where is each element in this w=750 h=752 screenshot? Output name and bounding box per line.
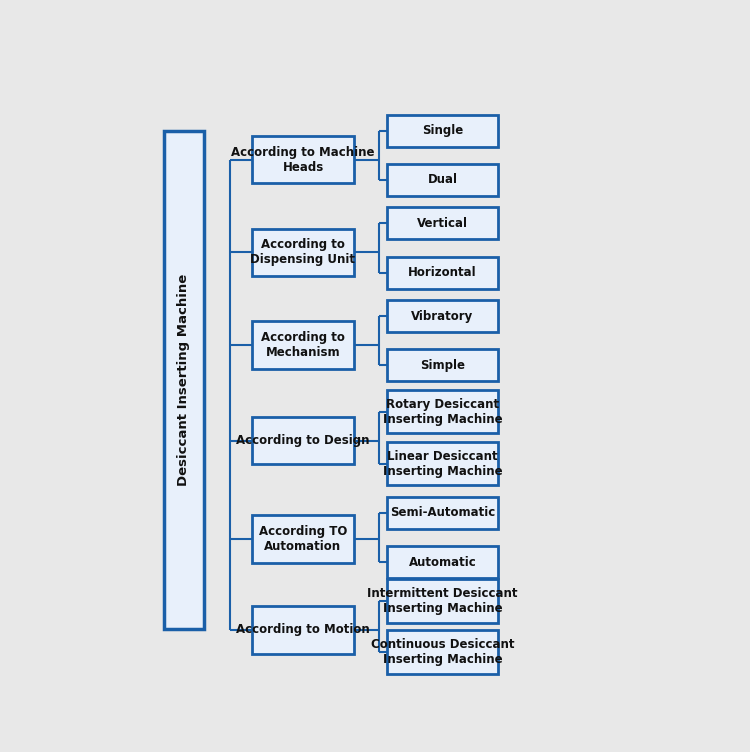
FancyBboxPatch shape [387,164,498,196]
FancyBboxPatch shape [387,208,498,239]
FancyBboxPatch shape [387,300,498,332]
Text: Horizontal: Horizontal [408,266,477,279]
Text: Vibratory: Vibratory [411,310,474,323]
Text: Dual: Dual [427,174,458,186]
Text: Automatic: Automatic [409,556,476,569]
FancyBboxPatch shape [387,390,498,433]
FancyBboxPatch shape [252,417,354,464]
FancyBboxPatch shape [387,497,498,529]
FancyBboxPatch shape [252,515,354,562]
Text: According to Design: According to Design [236,434,370,447]
FancyBboxPatch shape [387,256,498,289]
FancyBboxPatch shape [387,579,498,623]
FancyBboxPatch shape [252,229,354,276]
FancyBboxPatch shape [387,546,498,578]
FancyBboxPatch shape [252,321,354,368]
Text: Rotary Desiccant
Inserting Machine: Rotary Desiccant Inserting Machine [382,398,502,426]
FancyBboxPatch shape [387,442,498,486]
FancyBboxPatch shape [387,630,498,674]
FancyBboxPatch shape [387,350,498,381]
Text: Linear Desiccant
Inserting Machine: Linear Desiccant Inserting Machine [382,450,502,478]
Text: Desiccant Inserting Machine: Desiccant Inserting Machine [177,274,190,486]
Text: Simple: Simple [420,359,465,371]
FancyBboxPatch shape [387,115,498,147]
FancyBboxPatch shape [252,136,354,183]
Text: Single: Single [422,124,463,138]
Text: According to Machine
Heads: According to Machine Heads [231,146,375,174]
Text: According to
Mechanism: According to Mechanism [261,331,345,359]
FancyBboxPatch shape [252,606,354,653]
Text: Vertical: Vertical [417,217,468,230]
Text: Intermittent Desiccant
Inserting Machine: Intermittent Desiccant Inserting Machine [368,587,518,615]
Text: According to
Dispensing Unit: According to Dispensing Unit [251,238,356,266]
Text: Semi-Automatic: Semi-Automatic [390,506,495,520]
Text: According TO
Automation: According TO Automation [259,525,347,553]
Text: Continuous Desiccant
Inserting Machine: Continuous Desiccant Inserting Machine [370,638,514,666]
Text: According to Motion: According to Motion [236,623,370,636]
FancyBboxPatch shape [164,131,203,629]
